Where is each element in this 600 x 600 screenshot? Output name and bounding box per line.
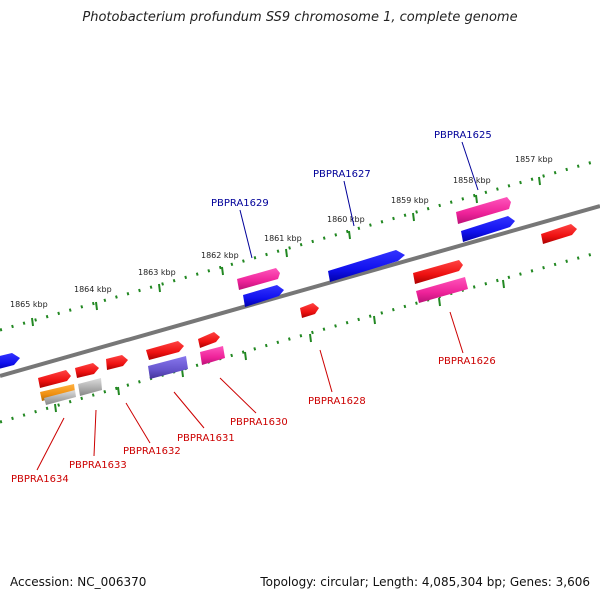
gene-arrow[interactable] bbox=[237, 268, 280, 290]
scale-track-lower bbox=[0, 250, 600, 424]
gene-label-pbpra1634[interactable]: PBPRA1634 bbox=[11, 474, 69, 485]
gene-label-pbpra1632[interactable]: PBPRA1632 bbox=[123, 446, 181, 457]
scale-ticks-upper bbox=[31, 176, 541, 327]
gene-arrow[interactable] bbox=[413, 260, 463, 284]
leader-line bbox=[93, 409, 97, 457]
topology-value: circular bbox=[320, 575, 365, 589]
gene-arrow[interactable] bbox=[456, 197, 511, 224]
scale-label-1857: 1857 kbp bbox=[515, 155, 553, 164]
gene-arrow[interactable] bbox=[0, 353, 20, 370]
gene-arrow[interactable] bbox=[146, 341, 184, 360]
gene-label-pbpra1626[interactable]: PBPRA1626 bbox=[438, 356, 496, 367]
chromosome-backbone bbox=[0, 204, 600, 378]
scale-label-1863: 1863 kbp bbox=[138, 268, 176, 277]
scale-label-1864: 1864 kbp bbox=[74, 285, 112, 294]
leader-line bbox=[449, 311, 464, 354]
leader-line bbox=[343, 180, 355, 227]
leader-line bbox=[239, 209, 253, 259]
gene-label-pbpra1629[interactable]: PBPRA1629 bbox=[211, 198, 269, 209]
gene-arrow[interactable] bbox=[200, 346, 225, 365]
gene-arrow[interactable] bbox=[78, 378, 102, 396]
gene-label-pbpra1627[interactable]: PBPRA1627 bbox=[313, 169, 371, 180]
gene-arrow[interactable] bbox=[243, 285, 284, 307]
leader-line bbox=[219, 377, 257, 414]
length-value: 4,085,304 bp bbox=[421, 575, 502, 589]
leader-line bbox=[125, 402, 151, 444]
leader-line bbox=[319, 349, 333, 393]
scale-label-1862: 1862 kbp bbox=[201, 251, 239, 260]
gene-label-pbpra1631[interactable]: PBPRA1631 bbox=[177, 433, 235, 444]
leader-line bbox=[461, 141, 479, 191]
gene-arrow[interactable] bbox=[38, 370, 71, 388]
leader-line bbox=[173, 391, 205, 429]
gene-arrow[interactable] bbox=[541, 224, 577, 244]
gene-arrow[interactable] bbox=[40, 384, 75, 401]
scale-label-1861: 1861 kbp bbox=[264, 234, 302, 243]
gene-arrow[interactable] bbox=[198, 332, 220, 348]
accession-label: Accession: bbox=[10, 575, 74, 589]
gene-arrow[interactable] bbox=[148, 356, 188, 379]
scale-label-1859: 1859 kbp bbox=[391, 196, 429, 205]
genes-reverse-strand bbox=[40, 277, 468, 405]
gene-arrow[interactable] bbox=[106, 355, 128, 370]
gene-label-pbpra1625[interactable]: PBPRA1625 bbox=[434, 130, 492, 141]
length-label: Length: bbox=[372, 575, 419, 589]
genes-label: Genes: bbox=[509, 575, 552, 589]
scale-track-upper bbox=[0, 158, 600, 332]
genes-forward-strand bbox=[0, 197, 577, 388]
scale-label-1865: 1865 kbp bbox=[10, 300, 48, 309]
gene-label-pbpra1633[interactable]: PBPRA1633 bbox=[69, 460, 127, 471]
gene-label-pbpra1630[interactable]: PBPRA1630 bbox=[230, 417, 288, 428]
scale-label-1860: 1860 kbp bbox=[327, 215, 365, 224]
gene-arrow[interactable] bbox=[44, 390, 76, 405]
topology-label: Topology: bbox=[260, 575, 317, 589]
accession-value: NC_006370 bbox=[77, 575, 147, 589]
genome-summary: Topology: circular; Length: 4,085,304 bp… bbox=[260, 575, 590, 589]
scale-ticks-lower bbox=[54, 279, 505, 413]
gene-arrow[interactable] bbox=[416, 277, 468, 303]
gene-arrow[interactable] bbox=[300, 303, 319, 318]
genes-value: 3,606 bbox=[555, 575, 590, 589]
leader-line bbox=[36, 417, 65, 471]
scale-label-1858: 1858 kbp bbox=[453, 176, 491, 185]
accession-info: Accession: NC_006370 bbox=[10, 575, 146, 589]
gene-arrow[interactable] bbox=[328, 250, 405, 282]
gene-label-pbpra1628[interactable]: PBPRA1628 bbox=[308, 396, 366, 407]
gene-arrow[interactable] bbox=[461, 216, 515, 242]
gene-arrow[interactable] bbox=[75, 363, 99, 378]
page-title: Photobacterium profundum SS9 chromosome … bbox=[82, 10, 518, 25]
